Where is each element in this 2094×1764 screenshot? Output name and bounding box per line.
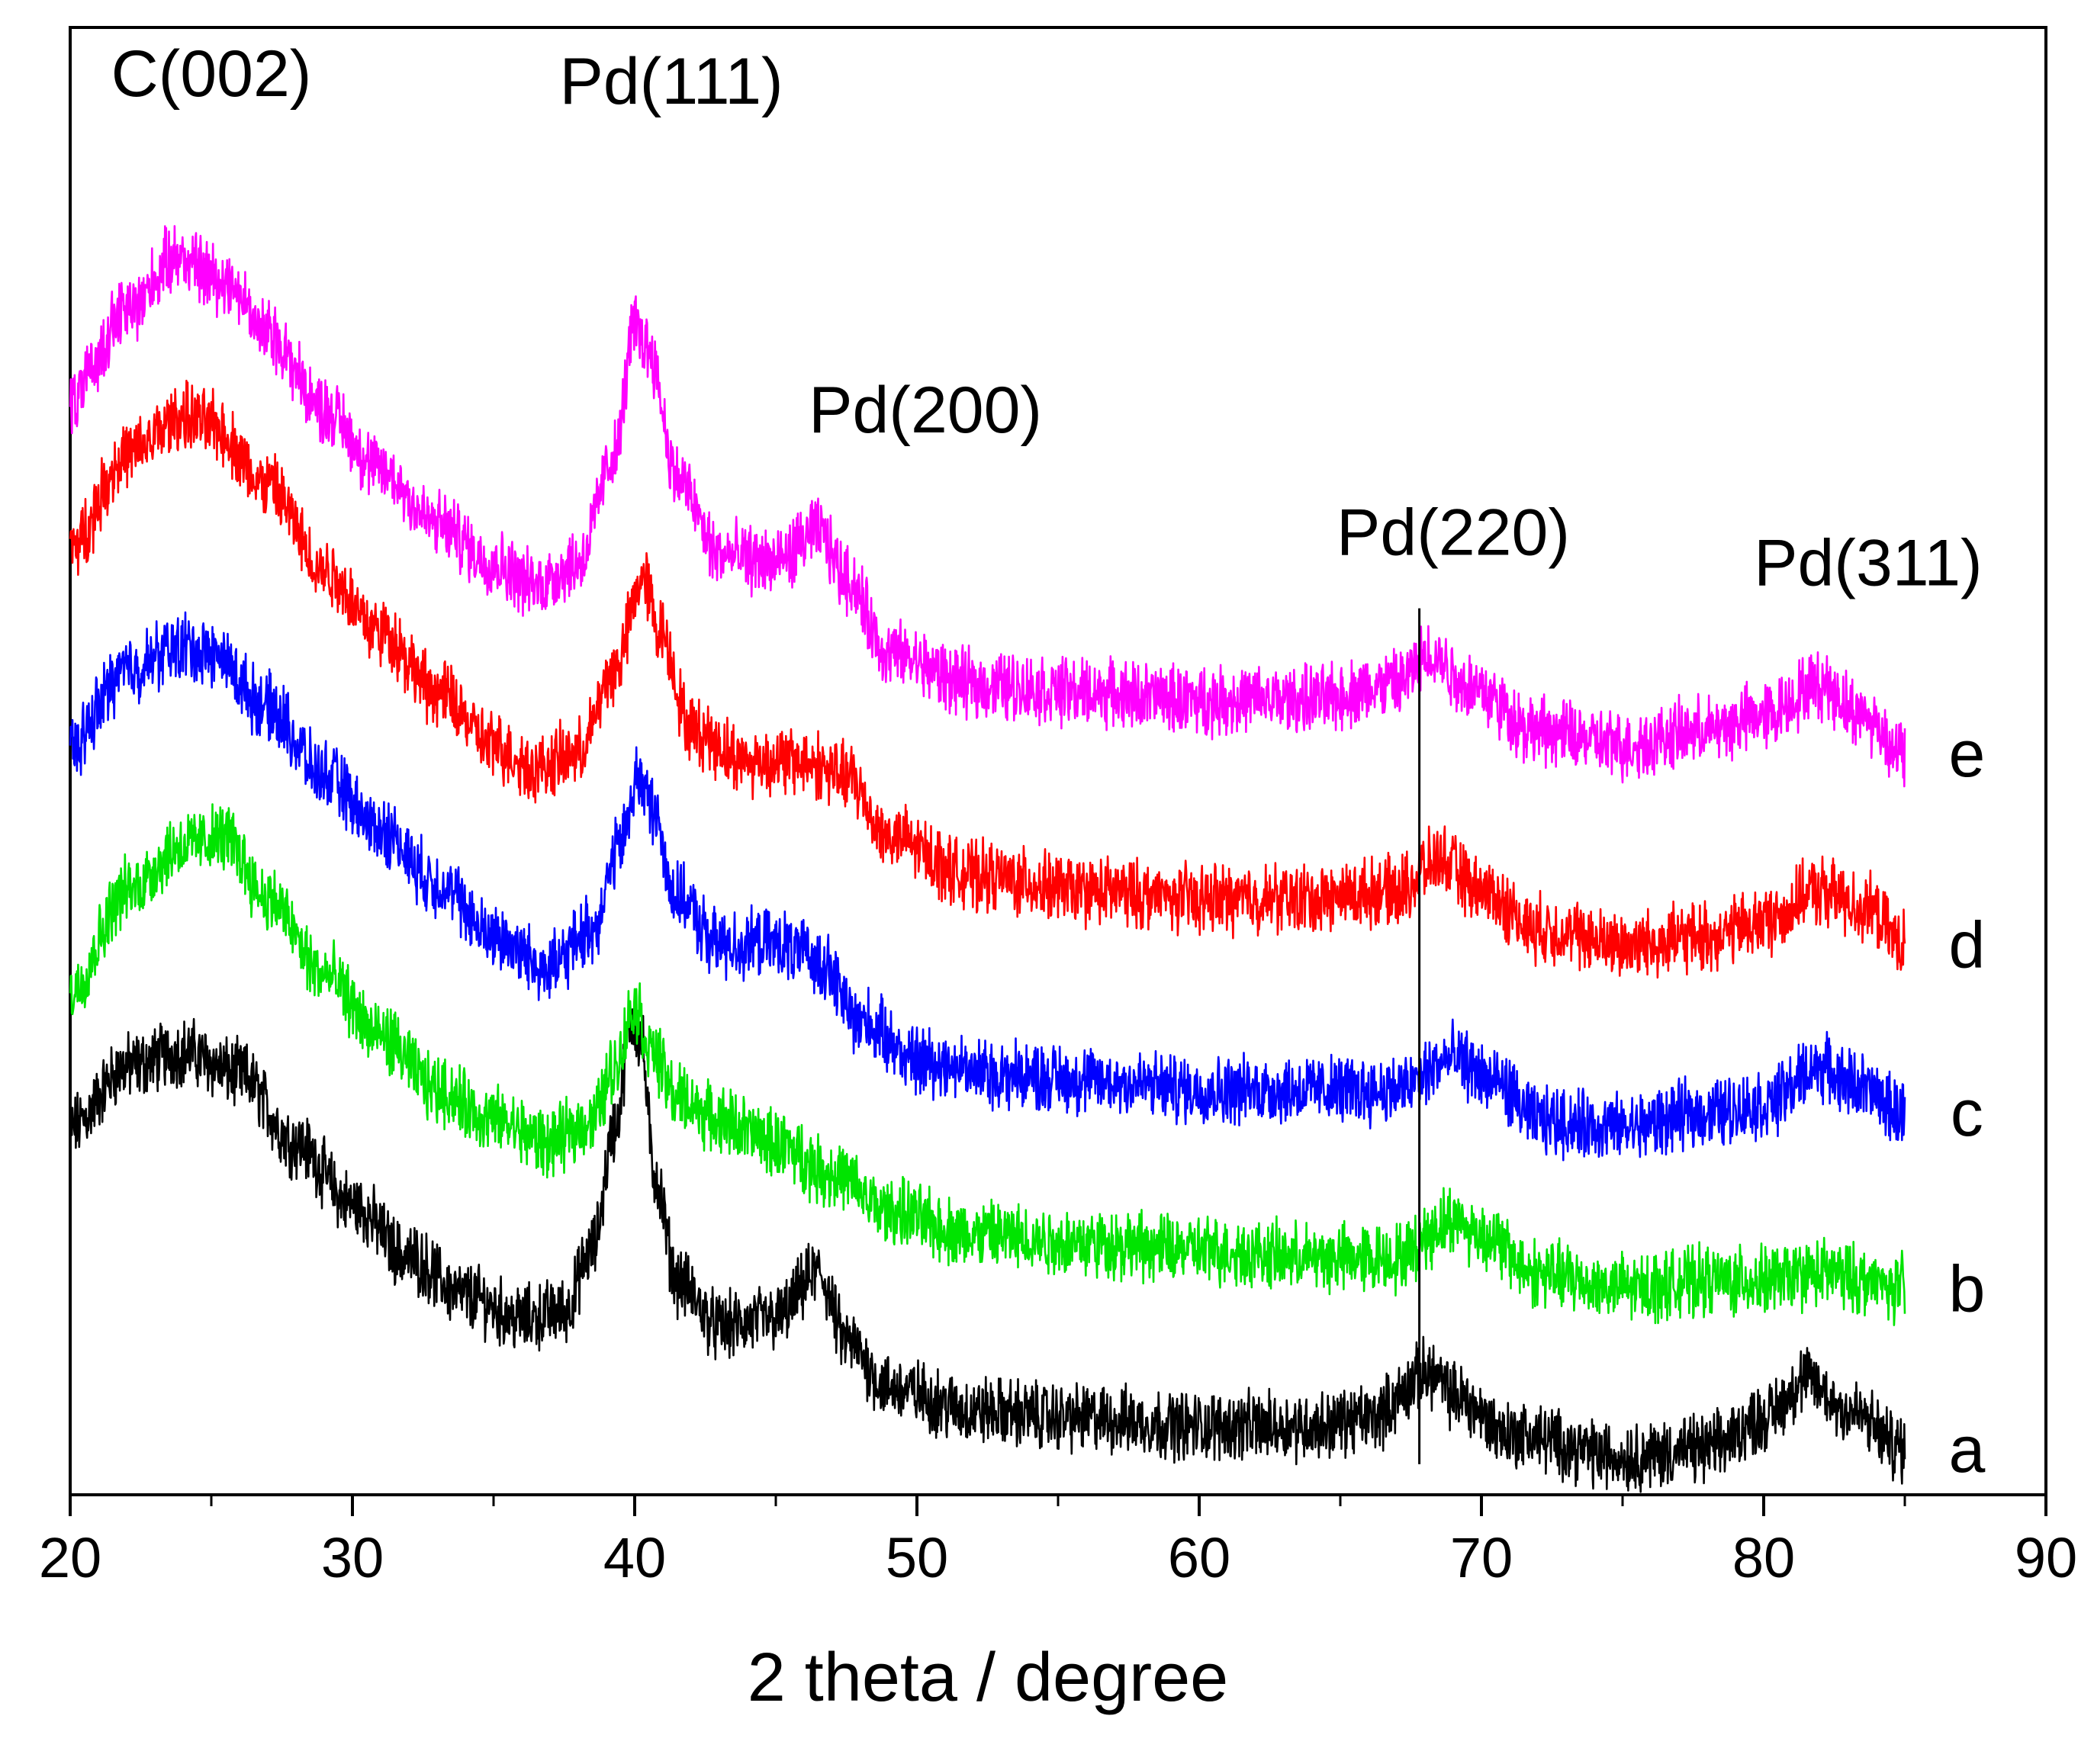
peak-annotation: C(002) — [111, 37, 312, 111]
peak-annotation: Pd(200) — [809, 374, 1042, 447]
series-c-line — [69, 611, 1906, 1162]
x-tick-label: 90 — [2015, 1526, 2077, 1589]
series-b-line — [69, 803, 1906, 1326]
x-tick-label: 60 — [1168, 1526, 1230, 1589]
x-tick-label: 80 — [1732, 1526, 1795, 1589]
x-axis-ticks — [69, 1495, 2047, 1516]
x-axis-label: 2 theta / degree — [748, 1640, 1228, 1716]
series-group — [69, 225, 1906, 1493]
peak-annotation: Pd(111) — [559, 45, 783, 118]
peak-annotation: Pd(311) — [1754, 527, 1983, 600]
series-a-label: a — [1948, 1413, 1985, 1486]
x-tick-label: 70 — [1450, 1526, 1513, 1589]
series-c-label: c — [1951, 1077, 1983, 1150]
series-e-label: e — [1948, 718, 1985, 791]
series-a-line — [69, 1000, 1906, 1493]
x-tick-label: 20 — [39, 1526, 101, 1589]
x-tick-label: 50 — [886, 1526, 948, 1589]
series-d-line — [69, 379, 1906, 979]
series-labels: a b c d e — [1948, 718, 1985, 1486]
peak-annotation: Pd(220) — [1336, 496, 1570, 569]
series-b-label: b — [1948, 1252, 1985, 1325]
x-tick-label: 30 — [321, 1526, 384, 1589]
series-e-line — [69, 225, 1906, 788]
series-d-label: d — [1948, 909, 1985, 982]
x-tick-label: 40 — [603, 1526, 666, 1589]
peak-annotations: C(002) Pd(111) Pd(200) Pd(220) Pd(311) — [111, 37, 1983, 599]
x-axis-tick-labels: 20 30 40 50 60 70 80 90 — [39, 1526, 2077, 1589]
